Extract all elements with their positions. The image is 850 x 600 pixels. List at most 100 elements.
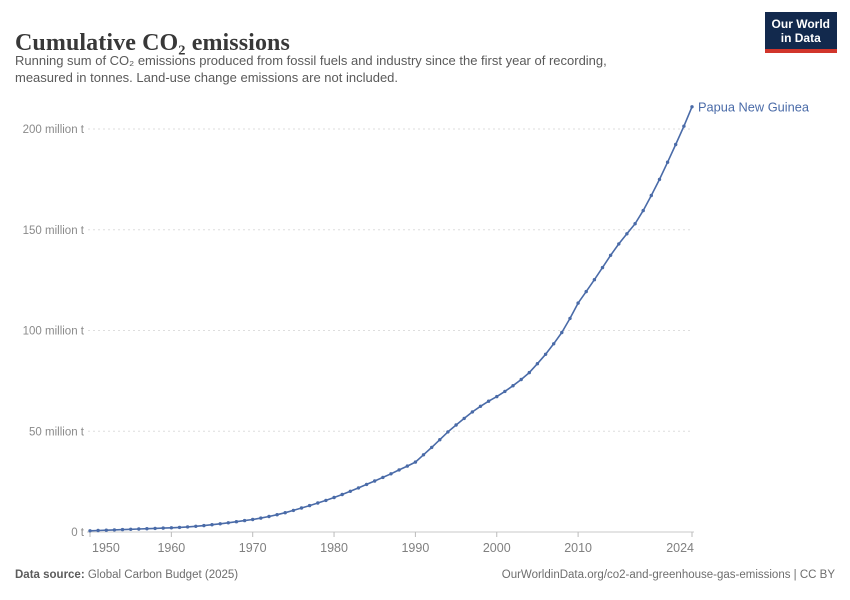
y-axis-tick-label: 50 million t bbox=[29, 426, 85, 438]
data-source-value: Global Carbon Budget (2025) bbox=[84, 569, 239, 581]
y-axis-tick-label: 0 t bbox=[71, 527, 85, 539]
data-source-note: Data source: Global Carbon Budget (2025) bbox=[15, 569, 238, 581]
data-point[interactable] bbox=[674, 142, 678, 147]
x-axis-tick-label: 2000 bbox=[483, 541, 511, 555]
data-point[interactable] bbox=[641, 208, 645, 213]
data-point[interactable] bbox=[137, 527, 141, 531]
data-point[interactable] bbox=[633, 222, 637, 226]
data-point[interactable] bbox=[535, 362, 540, 366]
data-point[interactable] bbox=[259, 516, 263, 520]
data-point[interactable] bbox=[373, 479, 377, 483]
y-axis-tick-label: 200 million t bbox=[23, 124, 85, 136]
data-point[interactable] bbox=[657, 177, 662, 182]
data-point[interactable] bbox=[552, 342, 556, 346]
data-point[interactable] bbox=[438, 438, 442, 442]
data-point[interactable] bbox=[470, 410, 475, 414]
data-point[interactable] bbox=[316, 501, 320, 505]
data-point[interactable] bbox=[364, 482, 369, 487]
data-point[interactable] bbox=[381, 475, 385, 480]
series-label[interactable]: Papua New Guinea bbox=[698, 99, 810, 114]
x-axis-tick-label: 1960 bbox=[157, 541, 185, 555]
x-axis-tick-label: 1990 bbox=[401, 541, 429, 555]
data-point[interactable] bbox=[649, 193, 653, 198]
data-point[interactable] bbox=[560, 330, 564, 335]
data-point[interactable] bbox=[210, 523, 214, 527]
subtitle-line-1: Running sum of CO₂ emissions produced fr… bbox=[15, 53, 607, 68]
citation-note: OurWorldinData.org/co2-and-greenhouse-ga… bbox=[501, 569, 835, 581]
data-point[interactable] bbox=[104, 528, 109, 532]
owid-logo[interactable]: Our World in Data bbox=[764, 12, 837, 53]
data-point[interactable] bbox=[267, 514, 271, 519]
data-point[interactable] bbox=[251, 517, 255, 522]
data-point[interactable] bbox=[511, 384, 515, 388]
owid-logo-text-line1: Our World bbox=[771, 17, 830, 31]
data-point[interactable] bbox=[617, 242, 621, 246]
data-point[interactable] bbox=[421, 453, 426, 457]
data-point[interactable] bbox=[226, 521, 230, 525]
data-point[interactable] bbox=[405, 464, 409, 468]
data-point[interactable] bbox=[462, 416, 466, 421]
data-point[interactable] bbox=[600, 265, 605, 270]
data-point[interactable] bbox=[202, 523, 206, 528]
data-point[interactable] bbox=[88, 529, 92, 533]
data-point[interactable] bbox=[608, 253, 613, 257]
data-point[interactable] bbox=[153, 526, 157, 531]
data-point[interactable] bbox=[332, 495, 336, 500]
data-point[interactable] bbox=[356, 486, 361, 490]
data-point[interactable] bbox=[169, 526, 174, 530]
data-point[interactable] bbox=[340, 492, 344, 497]
data-point[interactable] bbox=[324, 498, 328, 503]
data-point[interactable] bbox=[486, 399, 491, 403]
data-point[interactable] bbox=[446, 430, 450, 434]
data-point[interactable] bbox=[129, 527, 133, 531]
data-point[interactable] bbox=[503, 389, 507, 394]
data-point[interactable] bbox=[275, 513, 279, 517]
page-title: Cumulative CO₂ emissions bbox=[15, 30, 290, 57]
data-point[interactable] bbox=[454, 423, 458, 427]
subtitle-line-2: measured in tonnes. Land-use change emis… bbox=[15, 70, 399, 85]
data-point[interactable] bbox=[519, 377, 523, 382]
series-line[interactable] bbox=[89, 106, 693, 532]
data-point[interactable] bbox=[145, 527, 149, 531]
data-point[interactable] bbox=[413, 460, 418, 464]
chart-footer: Data source: Global Carbon Budget (2025)… bbox=[15, 569, 835, 581]
data-source-label: Data source: bbox=[15, 569, 85, 581]
x-axis-tick-label: 1950 bbox=[92, 541, 120, 555]
data-point[interactable] bbox=[177, 525, 182, 530]
chart-subtitle: Running sum of CO₂ emissions produced fr… bbox=[15, 52, 607, 86]
data-point[interactable] bbox=[576, 301, 580, 305]
data-point[interactable] bbox=[307, 503, 312, 508]
data-point[interactable] bbox=[299, 506, 304, 510]
data-point[interactable] bbox=[478, 404, 483, 408]
data-point[interactable] bbox=[120, 527, 125, 532]
data-point[interactable] bbox=[495, 394, 499, 399]
data-point[interactable] bbox=[348, 489, 352, 493]
data-point[interactable] bbox=[242, 518, 247, 523]
x-axis-tick-label: 2010 bbox=[564, 541, 592, 555]
y-axis-tick-label: 150 million t bbox=[23, 225, 85, 237]
data-point[interactable] bbox=[568, 316, 572, 321]
data-point[interactable] bbox=[112, 528, 117, 532]
data-point[interactable] bbox=[430, 445, 434, 450]
data-point[interactable] bbox=[690, 105, 694, 109]
data-point[interactable] bbox=[665, 160, 670, 164]
data-point[interactable] bbox=[218, 522, 222, 526]
data-point[interactable] bbox=[625, 232, 629, 236]
data-point[interactable] bbox=[185, 525, 190, 529]
owid-logo-text-line2: in Data bbox=[780, 31, 821, 45]
data-point[interactable] bbox=[682, 124, 686, 128]
data-point[interactable] bbox=[291, 508, 296, 513]
line-chart-plot-area[interactable]: 0 t 50 million t 100 million t 150 million … bbox=[0, 90, 850, 568]
data-point[interactable] bbox=[543, 352, 548, 356]
data-point[interactable] bbox=[584, 289, 588, 294]
data-point[interactable] bbox=[389, 472, 393, 476]
data-point[interactable] bbox=[234, 520, 239, 524]
data-point[interactable] bbox=[283, 511, 287, 515]
data-point[interactable] bbox=[194, 524, 198, 528]
data-point[interactable] bbox=[527, 370, 531, 375]
data-point[interactable] bbox=[592, 278, 597, 282]
data-point[interactable] bbox=[96, 528, 100, 533]
data-point[interactable] bbox=[161, 526, 165, 530]
data-point[interactable] bbox=[397, 468, 401, 472]
x-axis-tick-label: 1980 bbox=[320, 541, 348, 555]
